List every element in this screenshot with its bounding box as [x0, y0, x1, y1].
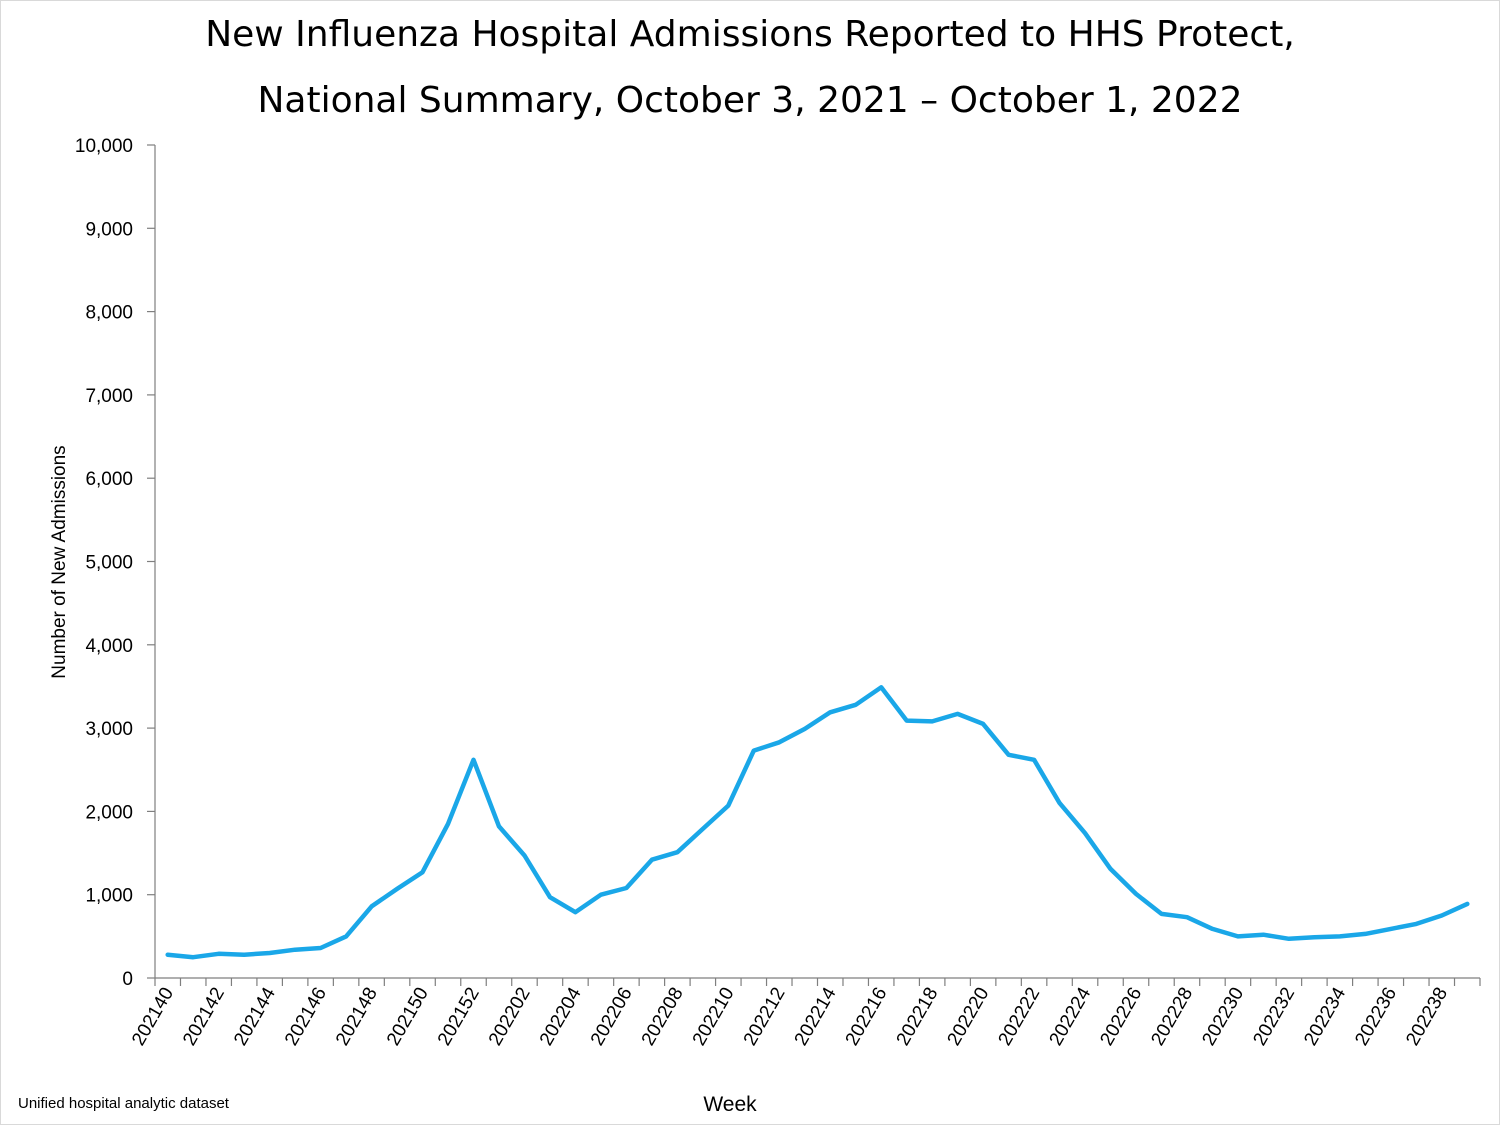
data-point — [471, 758, 475, 762]
data-point — [420, 870, 424, 874]
x-tick-label: 202230 — [1198, 984, 1248, 1049]
data-point — [803, 727, 807, 731]
y-tick-label: 1,000 — [85, 886, 133, 907]
data-point — [242, 952, 246, 956]
data-point — [1006, 753, 1010, 757]
y-tick-label: 7,000 — [85, 386, 133, 407]
source-note: Unified hospital analytic dataset — [18, 1095, 229, 1112]
data-point — [828, 710, 832, 714]
chart-title-line-1: New Influenza Hospital Admissions Report… — [205, 14, 1295, 55]
x-tick-label: 202206 — [587, 984, 637, 1049]
x-tick-label: 202150 — [383, 984, 433, 1049]
series-group — [165, 685, 1470, 960]
data-point — [293, 947, 297, 951]
data-point — [446, 822, 450, 826]
data-point — [675, 850, 679, 854]
x-tick-label: 202226 — [1096, 984, 1146, 1049]
data-point — [904, 718, 908, 722]
data-point — [1440, 913, 1444, 917]
x-tick-label: 202238 — [1402, 984, 1452, 1049]
data-point — [395, 887, 399, 891]
data-point — [1185, 915, 1189, 919]
y-tick-label: 5,000 — [85, 553, 133, 574]
x-tick-label: 202208 — [638, 984, 688, 1049]
data-point — [1261, 932, 1265, 936]
x-tick-label: 202148 — [332, 984, 382, 1049]
data-point — [701, 827, 705, 831]
data-point — [624, 886, 628, 890]
data-point — [1159, 912, 1163, 916]
x-tick-label: 202214 — [791, 984, 841, 1050]
data-point — [267, 951, 271, 955]
data-point — [1338, 934, 1342, 938]
data-point — [1465, 902, 1469, 906]
data-point — [497, 824, 501, 828]
chart-title-line-2: National Summary, October 3, 2021 – Octo… — [257, 80, 1243, 121]
x-tick-label: 202218 — [893, 984, 943, 1049]
data-point — [1414, 922, 1418, 926]
x-tick-label: 202210 — [689, 984, 739, 1049]
y-tick-label: 4,000 — [85, 636, 133, 657]
data-point — [344, 934, 348, 938]
data-point — [191, 955, 195, 959]
data-point — [318, 946, 322, 950]
data-point — [981, 722, 985, 726]
data-point — [522, 853, 526, 857]
x-tick-label: 202236 — [1351, 984, 1401, 1049]
x-tick-label: 202224 — [1045, 984, 1095, 1050]
series-line — [165, 685, 1470, 960]
data-point — [1083, 831, 1087, 835]
data-point — [930, 719, 934, 723]
data-point — [1108, 867, 1112, 871]
data-point — [955, 712, 959, 716]
x-tick-label: 202228 — [1147, 984, 1197, 1049]
data-point — [1312, 935, 1316, 939]
data-point — [217, 952, 221, 956]
data-point — [548, 895, 552, 899]
x-tick-label: 202234 — [1300, 984, 1350, 1050]
x-tick-label: 202140 — [128, 984, 178, 1049]
y-tick-label: 2,000 — [85, 802, 133, 823]
x-tick-label: 202152 — [434, 984, 484, 1049]
data-point — [599, 893, 603, 897]
y-tick-label: 8,000 — [85, 303, 133, 324]
x-axis-label: Week — [703, 1093, 757, 1116]
y-tick-label: 3,000 — [85, 719, 133, 740]
x-tick-label: 202232 — [1249, 984, 1299, 1049]
data-point — [752, 748, 756, 752]
x-tick-label: 202204 — [536, 984, 586, 1050]
y-tick-label: 6,000 — [85, 469, 133, 490]
data-point — [879, 685, 883, 689]
y-tick-label: 10,000 — [75, 136, 133, 157]
data-point — [726, 803, 730, 807]
axes: 0 1,000 2,000 3,000 4,000 5,000 6,000 7,000 8,00… — [75, 136, 1481, 1050]
y-tick-label: 9,000 — [85, 219, 133, 240]
data-point — [777, 740, 781, 744]
x-tick-label: 202220 — [944, 984, 994, 1049]
data-point — [1210, 927, 1214, 931]
data-point — [1389, 927, 1393, 931]
x-tick-label: 202144 — [230, 984, 280, 1050]
x-tick-label: 202222 — [995, 984, 1045, 1049]
data-point — [166, 952, 170, 956]
x-tick-label: 202216 — [842, 984, 892, 1049]
x-tick-label: 202142 — [179, 984, 229, 1049]
data-point — [1363, 932, 1367, 936]
x-tick-label: 202202 — [485, 984, 535, 1049]
data-point — [573, 910, 577, 914]
data-point — [1134, 892, 1138, 896]
data-point — [369, 904, 373, 908]
y-tick-label: 0 — [122, 969, 133, 990]
x-tick-label: 202212 — [740, 984, 790, 1049]
data-point — [1057, 801, 1061, 805]
data-point — [650, 858, 654, 862]
data-point — [1236, 934, 1240, 938]
data-point — [854, 703, 858, 707]
data-point — [1287, 937, 1291, 941]
x-tick-label: 202146 — [281, 984, 331, 1049]
data-point — [1032, 758, 1036, 762]
